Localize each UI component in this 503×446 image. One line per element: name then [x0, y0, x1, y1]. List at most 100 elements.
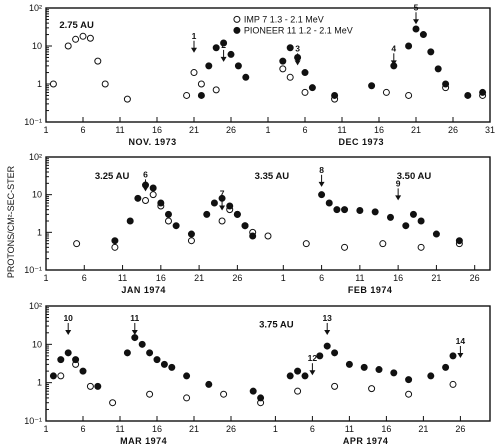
x-tick-label: 26: [470, 273, 480, 283]
imp7-point: [123, 95, 131, 103]
imp7-point: [197, 80, 205, 88]
pioneer11-point: [323, 342, 331, 350]
pioneer11-point: [212, 44, 220, 52]
event-number: 2: [221, 40, 226, 50]
distance-label: 2.75 AU: [59, 20, 94, 31]
pioneer11-point: [111, 237, 119, 245]
event-number: 5: [414, 2, 419, 12]
x-tick-label: 6: [80, 424, 85, 434]
imp7-point: [279, 65, 287, 73]
month-label: FEB 1974: [348, 285, 393, 295]
imp7-point: [368, 385, 376, 393]
month-label: MAR 1974: [120, 436, 167, 446]
imp7-point: [86, 382, 94, 390]
pioneer11-point: [455, 237, 463, 245]
imp7-point: [341, 243, 349, 251]
imp7-point: [101, 80, 109, 88]
pioneer11-point: [123, 349, 131, 357]
distance-label: 3.35 AU: [255, 171, 290, 182]
x-tick-label: 1: [43, 273, 48, 283]
y-tick-label: 10²: [29, 3, 42, 13]
x-tick-label: 21: [431, 273, 441, 283]
imp7-point: [449, 380, 457, 388]
pioneer11-point: [331, 349, 339, 357]
x-tick-label: 21: [411, 125, 421, 135]
pioneer11-point: [386, 213, 394, 221]
event-number: 13: [322, 313, 332, 323]
y-tick-label: 1: [37, 227, 42, 237]
event-arrowhead: [219, 205, 226, 211]
pioneer11-point: [308, 84, 316, 92]
pioneer11-point: [286, 372, 294, 380]
pioneer11-point: [464, 91, 472, 99]
pioneer11-point: [345, 360, 353, 368]
event-arrowhead: [191, 47, 197, 53]
event-number: 12: [308, 353, 318, 363]
pioneer11-point: [134, 194, 142, 202]
pioneer11-point: [409, 210, 417, 218]
x-tick-label: 16: [152, 125, 162, 135]
event-arrowhead: [413, 19, 419, 25]
legend-filled-marker: [233, 26, 241, 34]
pioneer11-point: [318, 191, 326, 199]
x-tick-label: 11: [337, 125, 346, 135]
pioneer11-point: [233, 210, 241, 218]
pioneer11-point: [333, 206, 341, 214]
pioneer11-point: [157, 199, 165, 207]
y-tick-label: 10: [32, 190, 42, 200]
pioneer11-point: [146, 349, 154, 357]
pioneer11-point: [160, 360, 168, 368]
imp7-point: [331, 382, 339, 390]
pioneer11-point: [442, 80, 450, 88]
event-number: 14: [456, 336, 466, 346]
x-tick-label: 6: [82, 273, 87, 283]
x-tick-label: 6: [80, 125, 85, 135]
event-arrowhead: [390, 60, 397, 66]
pioneer11-point: [153, 356, 161, 364]
distance-label: 3.75 AU: [259, 319, 294, 330]
pioneer11-point: [356, 206, 364, 214]
x-tick-label: 26: [455, 424, 465, 434]
imp7-point: [49, 80, 57, 88]
event-number: 3: [295, 43, 300, 53]
y-tick-label: 10⁻¹: [24, 117, 42, 127]
pioneer11-point: [449, 352, 457, 360]
pioneer11-point: [427, 372, 435, 380]
pioneer11-point: [57, 356, 65, 364]
pioneer11-point: [479, 88, 487, 96]
y-tick-label: 10⁻¹: [24, 416, 42, 426]
x-tick-label: 21: [189, 125, 199, 135]
legend-entry: PIONEER 11 1.2 - 2.1 MeV: [244, 25, 353, 35]
pioneer11-point: [131, 334, 139, 342]
x-tick-label: 26: [448, 125, 458, 135]
pioneer11-point: [412, 25, 420, 33]
pioneer11-point: [286, 44, 294, 52]
x-tick-label: 11: [118, 273, 127, 283]
distance-label: 3.50 AU: [397, 171, 432, 182]
pioneer11-point: [205, 380, 213, 388]
y-tick-label: 1: [37, 378, 42, 388]
imp7-point: [302, 240, 310, 248]
y-tick-label: 10: [32, 339, 42, 349]
month-label: DEC 1973: [338, 137, 384, 147]
imp7-point: [286, 73, 294, 81]
event-arrowhead: [294, 60, 301, 66]
pioneer11-point: [242, 73, 250, 81]
pioneer11-point: [220, 39, 228, 47]
x-tick-label: 6: [302, 125, 307, 135]
plot-frame: [45, 305, 491, 422]
month-label: NOV. 1973: [128, 137, 176, 147]
distance-label: 3.25 AU: [95, 171, 130, 182]
x-tick-label: 16: [393, 273, 403, 283]
pioneer11-point: [227, 50, 235, 58]
month-label: JAN 1974: [121, 285, 166, 295]
pioneer11-point: [197, 91, 205, 99]
imp7-point: [94, 57, 102, 65]
pioneer11-point: [316, 352, 324, 360]
y-tick-label: 10⁻¹: [24, 265, 42, 275]
pioneer11-point: [279, 57, 287, 65]
event-number: 11: [130, 313, 139, 323]
event-number: 6: [143, 169, 148, 179]
